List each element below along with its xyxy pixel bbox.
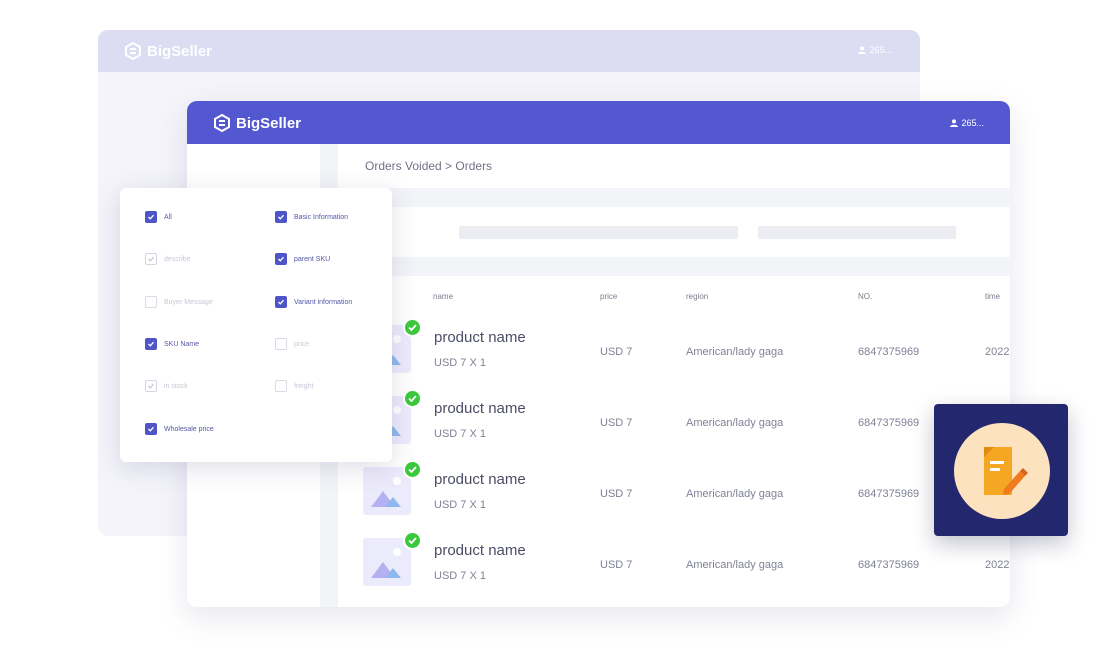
table-row[interactable]: product name USD 7 X 1 USD 7 American/la…	[338, 524, 1010, 595]
option-variant-information[interactable]: Variant information	[275, 296, 352, 308]
table-row[interactable]: product name USD 7 X 1 USD 7 American/la…	[338, 453, 1010, 524]
checkbox-checked-icon[interactable]	[275, 296, 287, 308]
option-label: price	[294, 340, 310, 348]
option-label: in stock	[164, 382, 188, 390]
filter-bar	[338, 207, 1010, 257]
product-quantity: USD 7 X 1	[434, 428, 486, 440]
brand-name: BigSeller	[236, 114, 302, 132]
user-menu[interactable]: 265...	[858, 45, 892, 55]
main-window-header: BigSeller 265...	[187, 101, 1010, 144]
time-cell: 2022	[985, 559, 1010, 571]
image-placeholder-icon	[363, 538, 411, 586]
product-name[interactable]: product name	[434, 542, 526, 559]
column-header-name: name	[433, 292, 454, 301]
option-label: Basic Information	[294, 213, 349, 221]
price-cell: USD 7	[600, 488, 633, 500]
user-menu[interactable]: 265...	[950, 118, 984, 128]
table-row[interactable]: product name USD 7 X 1 USD 7 American/la…	[338, 311, 1010, 382]
export-fields-panel: All describe Buyer Message SKU Name in s…	[120, 188, 392, 462]
breadcrumb-text: Orders Voided > Orders	[365, 159, 493, 173]
region-cell: American/lady gaga	[686, 559, 784, 571]
breadcrumb: Orders Voided > Orders	[338, 144, 1010, 188]
option-label: Buyer Message	[164, 298, 213, 306]
option-freight[interactable]: freight	[275, 380, 313, 392]
user-label: 265...	[961, 118, 984, 128]
check-circle-icon	[403, 389, 422, 408]
column-header-price: price	[600, 292, 618, 301]
table-row[interactable]: product name USD 7 X 1 USD 7 American/la…	[338, 382, 1010, 453]
product-quantity: USD 7 X 1	[434, 570, 486, 582]
checkbox-unchecked-icon[interactable]	[275, 338, 287, 350]
option-wholesale-price[interactable]: Wholesale price	[145, 423, 214, 435]
checkbox-unchecked-icon[interactable]	[145, 296, 157, 308]
option-label: freight	[294, 382, 314, 390]
bigseller-logo-icon	[125, 42, 141, 60]
checkbox-disabled-icon	[145, 380, 157, 392]
checkbox-disabled-icon	[145, 253, 157, 265]
check-circle-icon	[403, 531, 422, 550]
check-circle-icon	[403, 318, 422, 337]
brand-name: BigSeller	[147, 42, 213, 60]
checkbox-checked-icon[interactable]	[275, 211, 287, 223]
filter-input-placeholder[interactable]	[758, 226, 956, 239]
option-parent-sku[interactable]: parent SKU	[275, 253, 330, 265]
image-placeholder-icon	[363, 467, 411, 515]
option-all[interactable]: All	[145, 211, 172, 223]
option-describe: describe	[145, 253, 190, 265]
column-header-region: region	[686, 292, 709, 301]
column-header-no: NO.	[858, 292, 873, 301]
product-name[interactable]: product name	[434, 400, 526, 417]
region-cell: American/lady gaga	[686, 488, 784, 500]
check-circle-icon	[403, 460, 422, 479]
order-number-cell: 6847375969	[858, 417, 920, 429]
user-label: 265...	[869, 45, 892, 55]
price-cell: USD 7	[600, 559, 633, 571]
user-icon	[950, 119, 959, 127]
brand-logo: BigSeller	[124, 42, 212, 60]
price-cell: USD 7	[600, 417, 633, 429]
option-label: Variant information	[294, 298, 353, 306]
filter-input-placeholder[interactable]	[459, 226, 738, 239]
option-label: parent SKU	[294, 255, 331, 263]
checkbox-checked-icon[interactable]	[145, 338, 157, 350]
option-sku-name[interactable]: SKU Name	[145, 338, 199, 350]
option-buyer-message[interactable]: Buyer Message	[145, 296, 213, 308]
region-cell: American/lady gaga	[686, 346, 784, 358]
checkbox-checked-icon[interactable]	[275, 253, 287, 265]
time-cell: 2022	[985, 346, 1010, 358]
option-in-stock: in stock	[145, 380, 188, 392]
checkbox-unchecked-icon[interactable]	[275, 380, 287, 392]
option-label: Wholesale price	[164, 425, 214, 433]
background-window-header: BigSeller 265...	[98, 30, 920, 72]
orders-table: name price region NO. time product name …	[338, 276, 1010, 607]
column-header-time: time	[985, 292, 1001, 301]
option-price[interactable]: price	[275, 338, 309, 350]
checkbox-checked-icon[interactable]	[145, 211, 157, 223]
order-number-cell: 6847375969	[858, 488, 920, 500]
document-feature-tile	[934, 404, 1068, 536]
product-quantity: USD 7 X 1	[434, 499, 486, 511]
order-number-cell: 6847375969	[858, 346, 920, 358]
option-label: describe	[164, 255, 191, 263]
region-cell: American/lady gaga	[686, 417, 784, 429]
product-name[interactable]: product name	[434, 471, 526, 488]
product-quantity: USD 7 X 1	[434, 357, 486, 369]
product-name[interactable]: product name	[434, 329, 526, 346]
option-basic-information[interactable]: Basic Information	[275, 211, 348, 223]
option-label: SKU Name	[164, 340, 200, 348]
option-label: All	[164, 213, 172, 221]
bigseller-logo-icon	[214, 114, 230, 132]
edit-document-icon	[954, 423, 1050, 519]
user-icon	[858, 46, 867, 54]
brand-logo[interactable]: BigSeller	[213, 114, 301, 132]
order-number-cell: 6847375969	[858, 559, 920, 571]
price-cell: USD 7	[600, 346, 633, 358]
checkbox-checked-icon[interactable]	[145, 423, 157, 435]
